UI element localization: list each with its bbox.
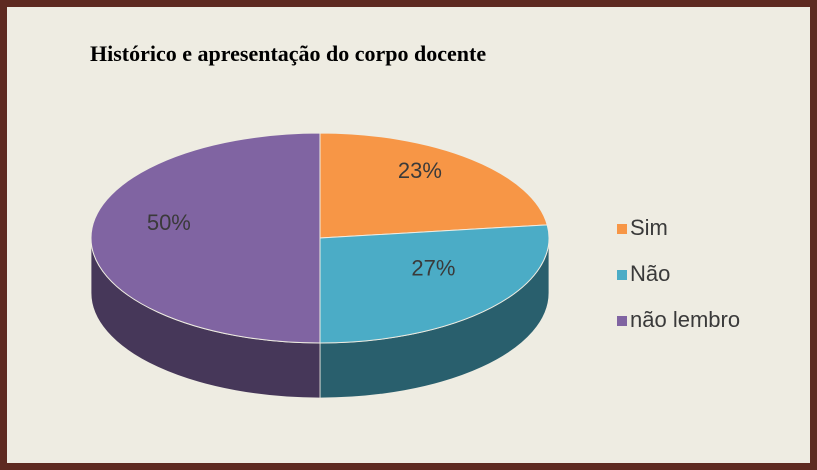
chart-title: Histórico e apresentação do corpo docent… <box>90 41 486 66</box>
data-label: 27% <box>411 256 455 281</box>
data-label: 50% <box>147 210 191 235</box>
legend-swatch <box>617 316 627 326</box>
legend-label: Não <box>630 261 670 286</box>
slice <box>90 132 321 344</box>
slice <box>319 132 548 239</box>
legend-label: não lembro <box>630 307 740 332</box>
legend-label: Sim <box>630 215 668 240</box>
legend-swatch <box>617 224 627 234</box>
legend-swatch <box>617 270 627 280</box>
slice <box>319 224 550 344</box>
data-label: 23% <box>398 158 442 183</box>
